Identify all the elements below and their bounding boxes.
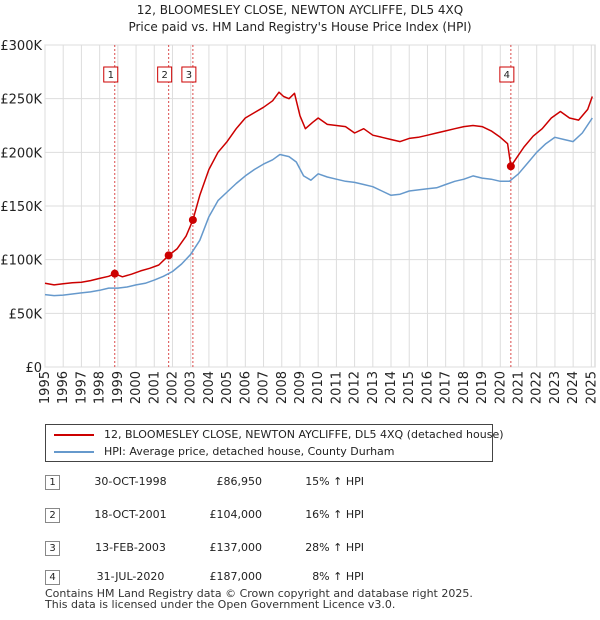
hpi-series-line [44,117,593,297]
sale-label-box [499,66,515,83]
x-axis-ticks: 1995 1996 1997 1998 1999 2000 2001 2002 2003 2004… [38,371,599,404]
chart-title: 12, BLOOMESLEY CLOSE, NEWTON AYCLIFFE, D… [137,3,463,17]
x-tick-label: 2019 [475,371,490,404]
sale-hpi-change: 15% ↑ HPI [305,475,364,488]
sale-hpi-change: 8% ↑ HPI [312,570,364,583]
x-tick-label: 2004 [202,371,217,404]
sale-date: 31-JUL-2020 [96,570,165,583]
grid [44,44,595,368]
footer-licence: This data is licensed under the Open Gov… [45,597,396,611]
x-tick-label: 2011 [329,371,344,404]
x-tick-label: 2017 [439,371,454,404]
x-tick-label: 2013 [366,371,381,404]
footer: Contains HM Land Registry data © Crown c… [45,587,473,611]
sale-number: 2 [45,508,60,523]
sale-marker-lines [114,45,512,367]
x-tick-label: 2014 [384,371,399,404]
sale-point [164,251,173,260]
sale-point [110,269,119,278]
x-tick-label: 2021 [512,371,527,404]
x-tick-label: 2012 [348,371,363,404]
x-tick-label: 2018 [457,371,472,404]
x-tick-label: 1999 [111,371,126,404]
sale-label-box [103,66,119,83]
x-tick-label: 2003 [184,371,199,404]
chart-subtitle: Price paid vs. HM Land Registry's House … [128,20,471,34]
x-tick-label: 2022 [530,371,545,404]
x-tick-label: 1995 [38,371,53,404]
sale-price: £86,950 [216,475,263,488]
x-tick-label: 2000 [129,371,144,404]
legend-swatch-property [54,434,94,436]
x-tick-label: 1998 [93,371,108,404]
x-tick-label: 2016 [420,371,435,404]
sale-label-box [157,66,173,83]
y-tick-label: £0 [25,361,42,376]
price-chart: 12, BLOOMESLEY CLOSE, NEWTON AYCLIFFE, D… [0,3,599,404]
x-tick-label: 2010 [311,371,326,404]
sale-hpi-change: 28% ↑ HPI [305,541,364,554]
sale-price: £104,000 [209,508,263,521]
x-tick-label: 2002 [165,371,180,404]
y-axis-ticks: £0 £50K £100K £150K £200K £250K £300K [0,39,42,376]
sale-label-box [181,66,197,83]
sale-price: £137,000 [209,541,263,554]
sale-hpi-change: 16% ↑ HPI [305,508,364,521]
x-tick-label: 2009 [293,371,308,404]
x-tick-label: 2025 [584,371,599,404]
sale-label: 1 [108,70,114,81]
y-tick-label: £100K [0,254,42,269]
y-tick-label: £200K [0,146,42,161]
x-tick-label: 1996 [56,371,71,404]
sale-labels: 1 2 3 4 [103,66,515,83]
series-lines [44,91,594,297]
sale-point [506,162,515,171]
y-tick-label: £50K [9,307,43,322]
sale-label: 4 [504,70,510,81]
x-tick-label: 2023 [548,371,563,404]
y-tick-label: £250K [0,93,42,108]
legend-label-property: 12, BLOOMESLEY CLOSE, NEWTON AYCLIFFE, D… [104,428,504,441]
legend-label-hpi: HPI: Average price, detached house, Coun… [104,445,395,458]
sale-number: 1 [45,475,60,490]
sale-date: 13-FEB-2003 [95,541,166,554]
legend-swatch-hpi [54,451,94,453]
x-tick-label: 2005 [220,371,235,404]
sale-number: 4 [45,570,60,585]
sale-points [110,162,515,278]
x-tick-label: 2007 [257,371,272,404]
sale-date: 30-OCT-1998 [94,475,167,488]
x-tick-label: 2024 [566,371,581,404]
x-tick-label: 2006 [238,371,253,404]
sale-label: 2 [161,70,167,81]
x-tick-label: 2008 [275,371,290,404]
x-tick-label: 2001 [147,371,162,404]
legend: 12, BLOOMESLEY CLOSE, NEWTON AYCLIFFE, D… [45,424,504,462]
property-series-line [44,91,594,286]
sale-number: 3 [45,541,60,556]
y-tick-label: £300K [0,39,42,54]
x-tick-label: 2020 [493,371,508,404]
sale-label: 3 [186,70,192,81]
sale-price: £187,000 [209,570,263,583]
y-tick-label: £150K [0,200,42,215]
x-tick-label: 2015 [402,371,417,404]
x-tick-label: 1997 [74,371,89,404]
footer-copyright: Contains HM Land Registry data © Crown c… [45,587,473,600]
sale-date: 18-OCT-2001 [94,508,167,521]
sale-point [188,215,197,224]
